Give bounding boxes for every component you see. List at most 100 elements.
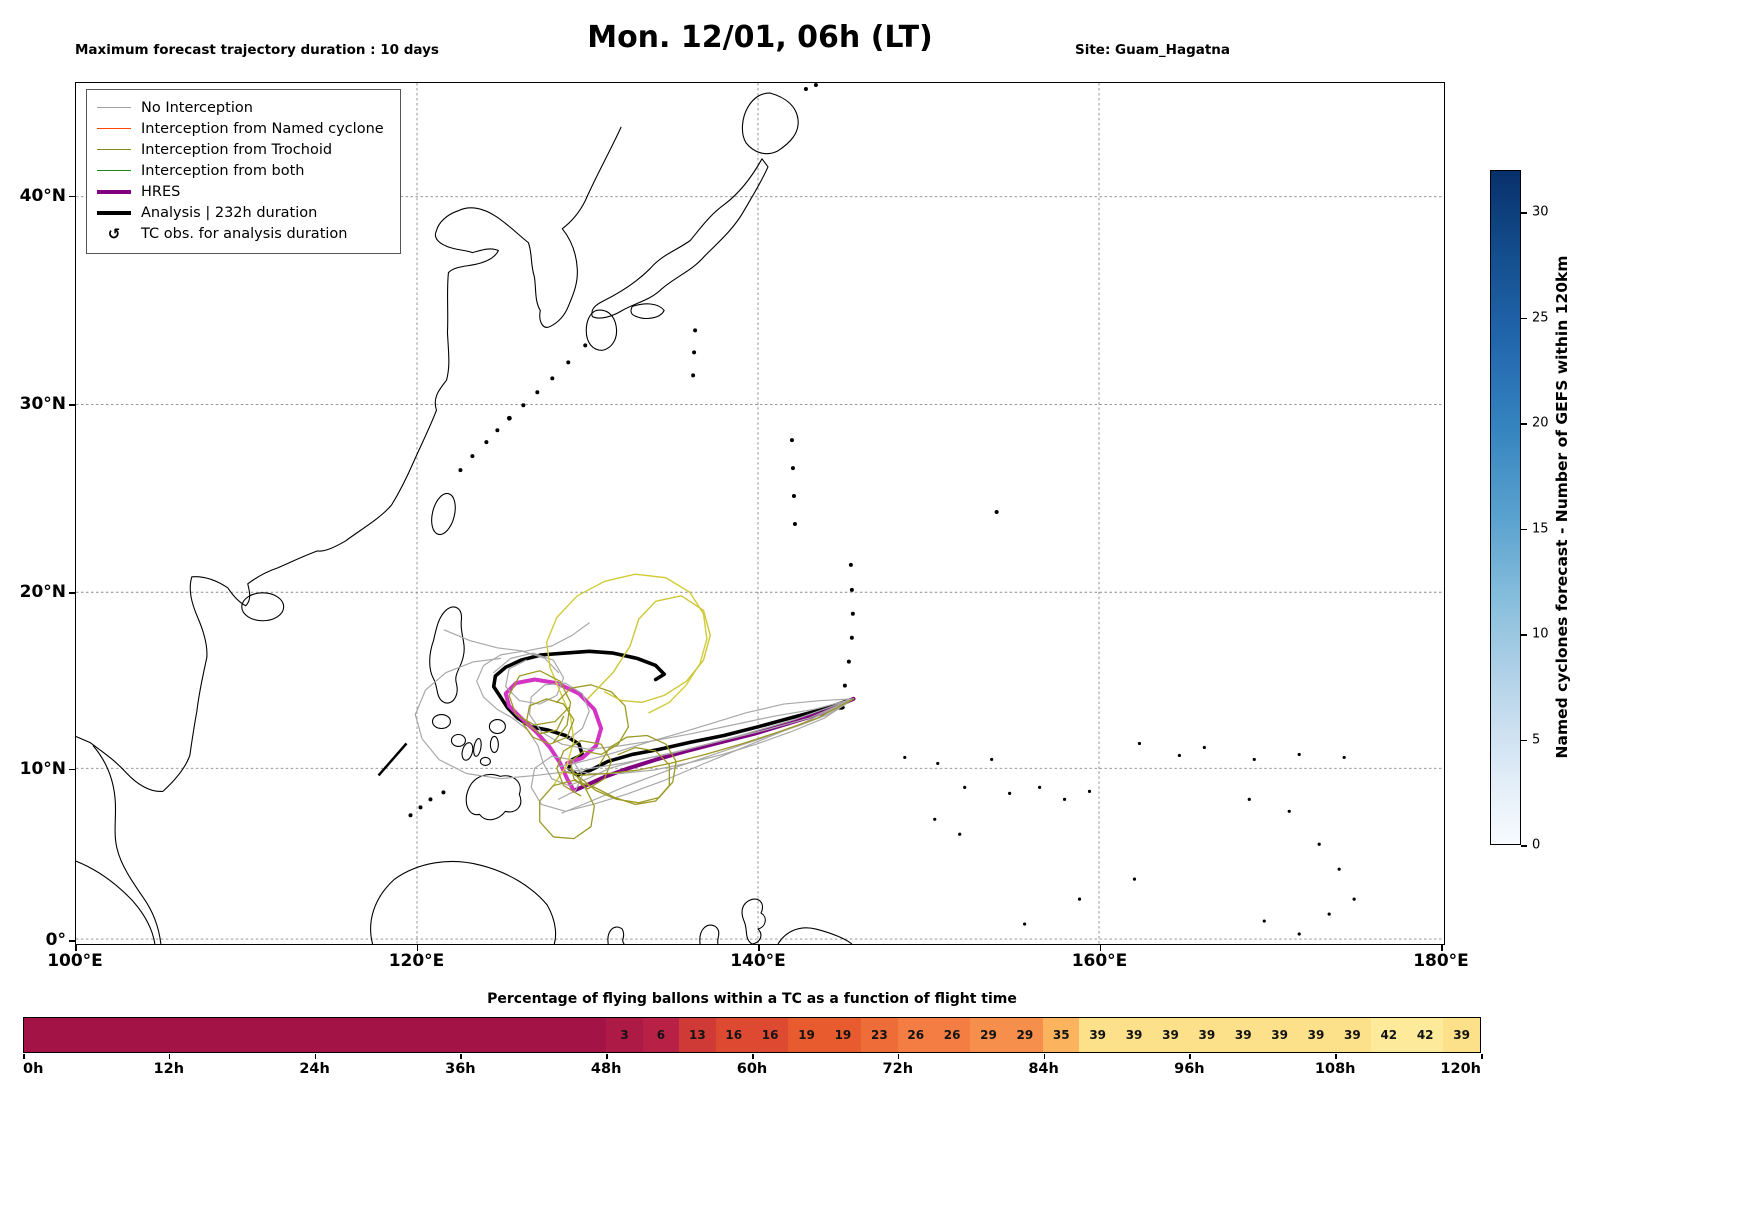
colorbar-tick <box>1521 423 1527 425</box>
flight-time-tick-label: 12h <box>153 1061 185 1077</box>
colorbar-tick-label: 10 <box>1532 626 1549 642</box>
bar-segment: 39 <box>1079 1018 1116 1052</box>
legend-line-sample <box>97 148 131 151</box>
track-trochoid-8 <box>562 698 855 776</box>
colorbar-tick-label: 5 <box>1532 732 1541 748</box>
y-axis-tick-label: 40°N <box>19 185 66 206</box>
y-axis-tick-label: 10°N <box>19 758 66 779</box>
colorbar-tick-label: 25 <box>1532 310 1549 326</box>
coastline-malay-peninsula <box>92 745 162 944</box>
legend-item-label: Interception from both <box>141 162 305 179</box>
bar-segment: 26 <box>897 1018 934 1052</box>
colorbar-tick-label: 15 <box>1532 521 1549 537</box>
legend-item-label: No Interception <box>141 99 253 116</box>
x-axis-tick <box>1441 945 1443 951</box>
bar-segment: 42 <box>1406 1018 1444 1052</box>
colorbar-tick <box>1521 212 1527 214</box>
track-no-intercept-6 <box>443 622 590 652</box>
bar-segment-value: 39 <box>1234 1028 1252 1042</box>
coastline-kyushu <box>585 309 618 351</box>
flight-time-tick-label: 0h <box>23 1061 44 1077</box>
bar-segment: 3 <box>606 1018 643 1052</box>
legend-line-color <box>97 106 131 109</box>
coastline-samar <box>488 718 506 735</box>
track-no-intercept-4 <box>530 698 855 812</box>
coastline-hainan <box>241 592 285 622</box>
track-no-intercept-8 <box>493 652 565 705</box>
island-dots <box>408 83 1356 936</box>
bar-segment: 39 <box>1261 1018 1298 1052</box>
coastline-honshu <box>591 158 769 319</box>
x-axis-tick-label: 120°E <box>388 951 445 971</box>
legend-item: Interception from both <box>97 160 384 181</box>
legend-line-sample <box>97 210 131 215</box>
track-trochoid-6 <box>508 670 572 744</box>
legend-line-sample <box>97 189 131 194</box>
x-axis-tick <box>1099 945 1101 951</box>
legend-line-sample <box>97 106 131 109</box>
bar-segment-value: 23 <box>870 1028 888 1042</box>
track-trochoid-3 <box>539 746 670 840</box>
bar-segment: 16 <box>715 1018 752 1052</box>
bar-segment: 26 <box>933 1018 971 1052</box>
track-no-intercept-3 <box>414 657 855 780</box>
bar-segment: 39 <box>1115 1018 1153 1052</box>
y-axis-tick-label: 20°N <box>19 582 66 603</box>
x-axis-tick <box>416 945 418 951</box>
coastline-new-guinea <box>777 927 853 944</box>
bar-segment: 29 <box>970 1018 1007 1052</box>
coastline-mainland-asia <box>76 126 622 792</box>
legend-line-sample <box>97 169 131 172</box>
coastline-palawan <box>377 742 408 777</box>
figure-title: Mon. 12/01, 06h (LT) <box>587 20 933 55</box>
colorbar-tick <box>1521 845 1527 847</box>
bar-segment-value: 19 <box>834 1028 852 1042</box>
y-axis-tick <box>69 195 75 198</box>
bar-segment-value: 16 <box>725 1028 743 1042</box>
track-no-intercept-2 <box>528 682 855 750</box>
x-axis-tick <box>75 945 77 951</box>
legend-item: HRES <box>97 181 384 202</box>
legend-item-label: Analysis | 232h duration <box>141 204 318 221</box>
bar-segment-value: 26 <box>943 1028 961 1042</box>
coastline-luzon <box>429 606 465 704</box>
coastlines <box>76 83 1356 944</box>
gefs-colorbar <box>1490 170 1521 845</box>
bar-segment-value: 39 <box>1344 1028 1361 1042</box>
legend-line-sample <box>97 127 131 130</box>
map-canvas <box>76 83 1444 944</box>
bar-segment-value: 3 <box>620 1028 629 1042</box>
colorbar-tick-label: 30 <box>1532 204 1549 220</box>
flight-time-tick-label: 48h <box>590 1061 622 1077</box>
legend-item-label: Interception from Named cyclone <box>141 120 384 137</box>
legend-line-color <box>97 127 131 130</box>
y-axis-tick <box>69 592 75 594</box>
colorbar-tick-label: 0 <box>1532 837 1541 853</box>
bar-segment-value: 39 <box>1198 1028 1216 1042</box>
bar-segment-value: 13 <box>689 1028 706 1042</box>
coastline-borneo <box>370 860 557 944</box>
coastline-negros <box>461 742 474 761</box>
map-legend: No Interception Interception from Named c… <box>86 89 401 254</box>
legend-line-color <box>97 148 131 151</box>
map-legend-items: No Interception Interception from Named c… <box>97 97 384 244</box>
y-axis-tick <box>69 940 75 942</box>
flight-time-tick <box>460 1054 462 1059</box>
legend-item: ↺ TC obs. for analysis duration <box>97 223 384 244</box>
bar-segment-value: 39 <box>1125 1028 1143 1042</box>
flight-time-tick-label: 84h <box>1028 1061 1059 1077</box>
coastline-bohol <box>479 756 491 766</box>
x-axis-tick-label: 180°E <box>1413 951 1469 971</box>
colorbar-tick <box>1521 317 1527 320</box>
coastline-panay <box>450 733 466 748</box>
flight-time-tick <box>168 1054 171 1059</box>
bar-segment-value: 39 <box>1453 1028 1470 1042</box>
legend-item: Interception from Named cyclone <box>97 118 384 139</box>
legend-item-label: Interception from Trochoid <box>141 141 333 158</box>
bar-segment: 39 <box>1188 1018 1226 1052</box>
flight-time-tick-label: 96h <box>1174 1061 1205 1077</box>
bar-segment <box>24 1018 607 1052</box>
flight-time-tick <box>1043 1054 1046 1059</box>
x-axis-tick-label: 160°E <box>1071 951 1128 971</box>
